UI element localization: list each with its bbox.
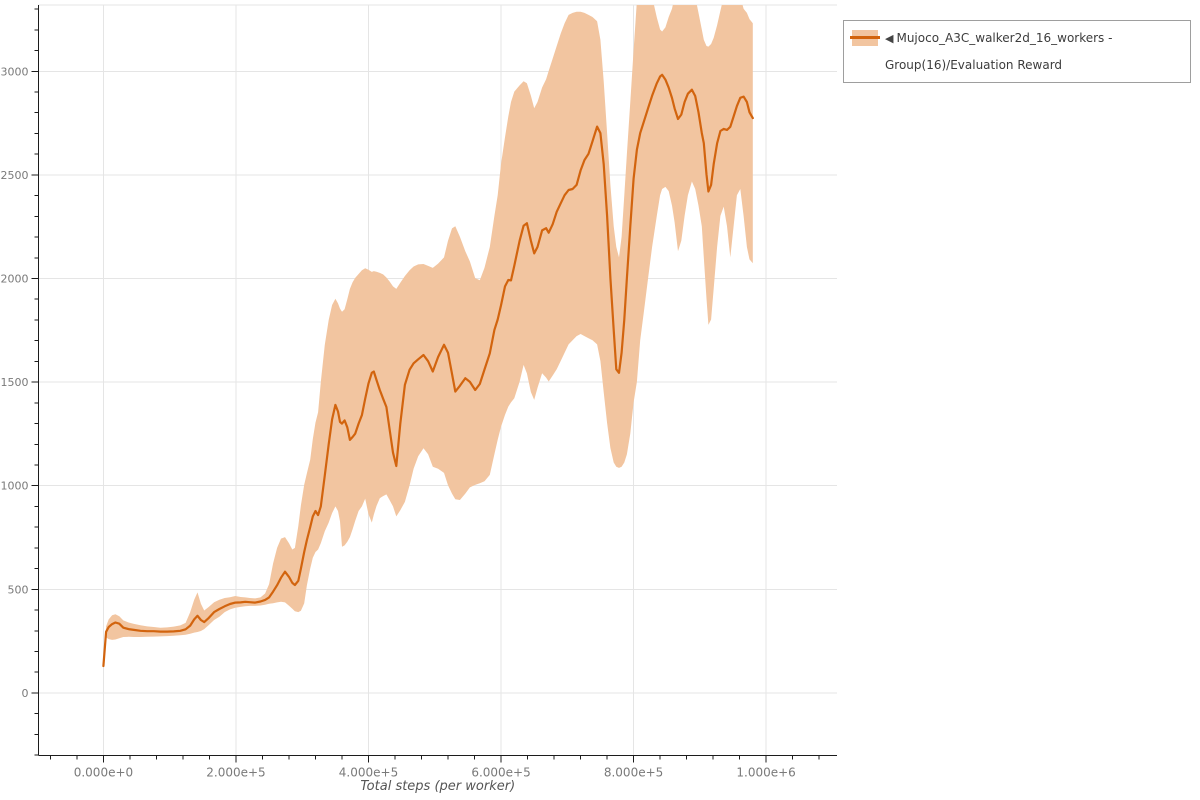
confidence-band — [103, 5, 753, 666]
x-tick-label: 6.000e+5 — [471, 766, 530, 780]
legend-swatch — [850, 30, 880, 46]
x-tick-label: 8.000e+5 — [604, 766, 663, 780]
x-tick-labels: 0.000e+0 2.000e+5 4.000e+5 6.000e+5 8.000e+5… — [74, 766, 796, 780]
legend-series-name: Mujoco_A3C_walker2d_16_workers - Group(1… — [885, 31, 1113, 72]
legend-collapse-icon[interactable]: ◀ — [885, 32, 894, 45]
legend-line-swatch — [850, 36, 880, 39]
legend[interactable]: ◀ Mujoco_A3C_walker2d_16_workers - Group(… — [843, 20, 1191, 83]
y-tick-label: 1500 — [1, 376, 29, 389]
ticks — [31, 8, 820, 763]
y-tick-label: 2500 — [1, 169, 29, 182]
legend-item-label: ◀ Mujoco_A3C_walker2d_16_workers - Group(… — [885, 25, 1181, 78]
x-tick-label: 1.000e+6 — [736, 766, 795, 780]
y-tick-label: 500 — [8, 583, 29, 596]
x-tick-label: 4.000e+5 — [339, 766, 398, 780]
x-tick-label: 2.000e+5 — [206, 766, 265, 780]
y-tick-label: 1000 — [1, 480, 29, 493]
y-tick-label: 2000 — [1, 273, 29, 286]
x-tick-label: 0.000e+0 — [74, 766, 133, 780]
x-axis-title: Total steps (per worker) — [360, 779, 515, 794]
y-tick-labels: 0 500 1000 1500 2000 2500 3000 — [1, 65, 29, 700]
y-tick-label: 0 — [22, 687, 29, 700]
mean-line — [102, 73, 754, 668]
y-tick-label: 3000 — [1, 65, 29, 78]
